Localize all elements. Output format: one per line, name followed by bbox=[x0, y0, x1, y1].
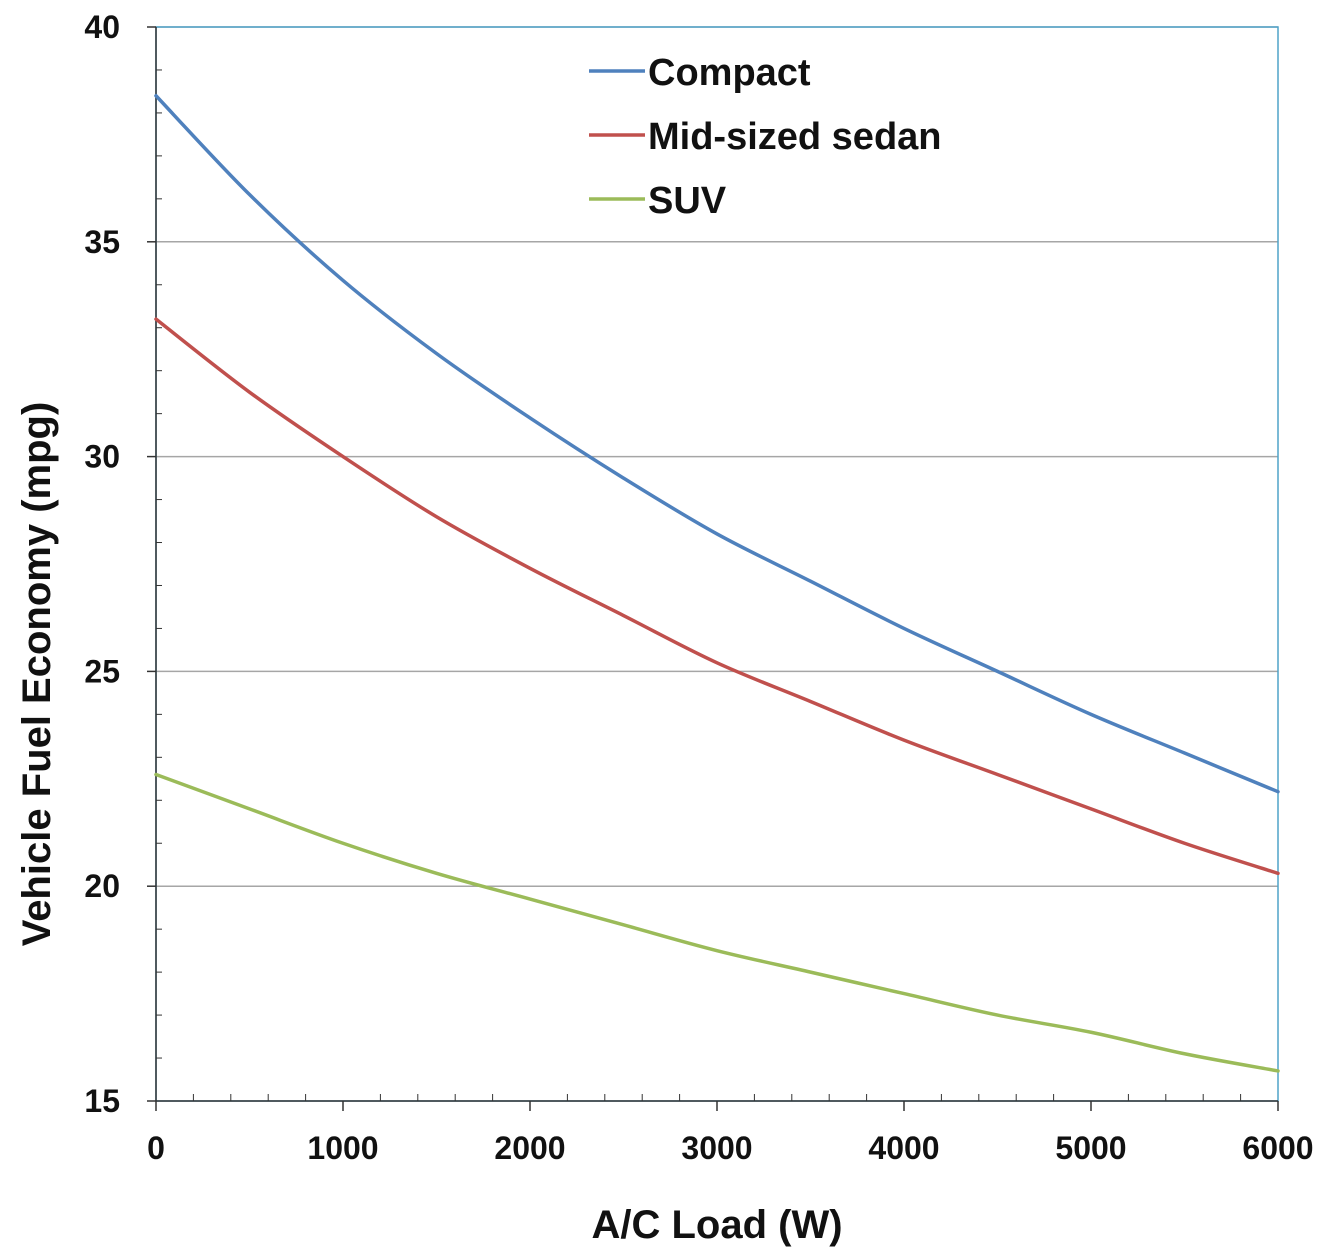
y-tick-label: 15 bbox=[84, 1083, 120, 1119]
y-tick-label: 20 bbox=[84, 868, 120, 904]
axes: 15 20 25 30 35 40 0 1000 2000 3000 4000 5000 6000 bbox=[84, 9, 1313, 1166]
y-tick-label: 30 bbox=[84, 439, 120, 475]
series-line-suv bbox=[154, 772, 1280, 1073]
series-lines bbox=[154, 93, 1280, 1073]
y-axis-title: Vehicle Fuel Economy (mpg) bbox=[15, 402, 59, 947]
x-tick-label: 0 bbox=[147, 1130, 165, 1166]
y-tick-label: 40 bbox=[84, 9, 120, 45]
x-axis-title: A/C Load (W) bbox=[591, 1203, 842, 1247]
x-tick-label: 6000 bbox=[1242, 1130, 1313, 1166]
x-tick-label: 5000 bbox=[1055, 1130, 1126, 1166]
y-tick-label: 35 bbox=[84, 224, 120, 260]
legend-label: Mid-sized sedan bbox=[648, 116, 942, 158]
series-line-mid-sized-sedan bbox=[154, 317, 1280, 876]
legend-label: Compact bbox=[648, 52, 811, 94]
x-tick-label: 1000 bbox=[307, 1130, 378, 1166]
x-tick-label: 3000 bbox=[681, 1130, 752, 1166]
x-tick-label: 2000 bbox=[494, 1130, 565, 1166]
legend-label: SUV bbox=[648, 180, 727, 222]
x-tick-label: 4000 bbox=[868, 1130, 939, 1166]
y-tick-label: 25 bbox=[84, 653, 120, 689]
series-line-compact bbox=[154, 93, 1280, 794]
legend: Compact Mid-sized sedan SUV bbox=[589, 52, 942, 222]
